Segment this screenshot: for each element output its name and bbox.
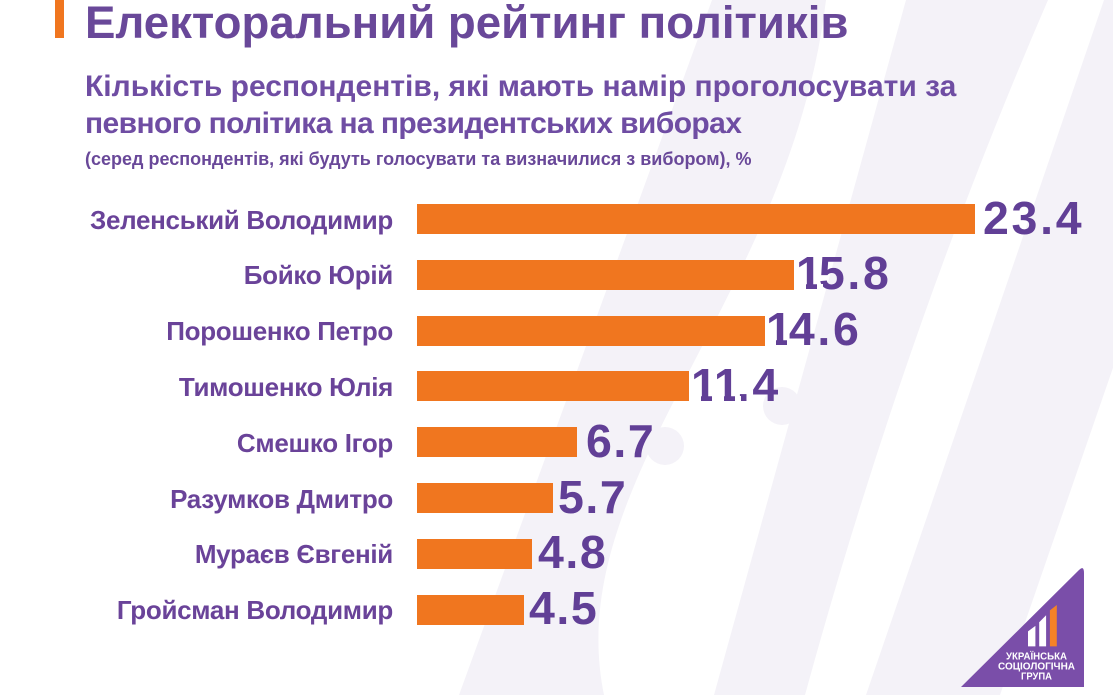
svg-text:ГРУПА: ГРУПА: [1021, 670, 1052, 682]
svg-text:СОЦІОЛОГІЧНА: СОЦІОЛОГІЧНА: [998, 660, 1075, 672]
svg-text:УКРАЇНСЬКА: УКРАЇНСЬКА: [1006, 649, 1067, 662]
